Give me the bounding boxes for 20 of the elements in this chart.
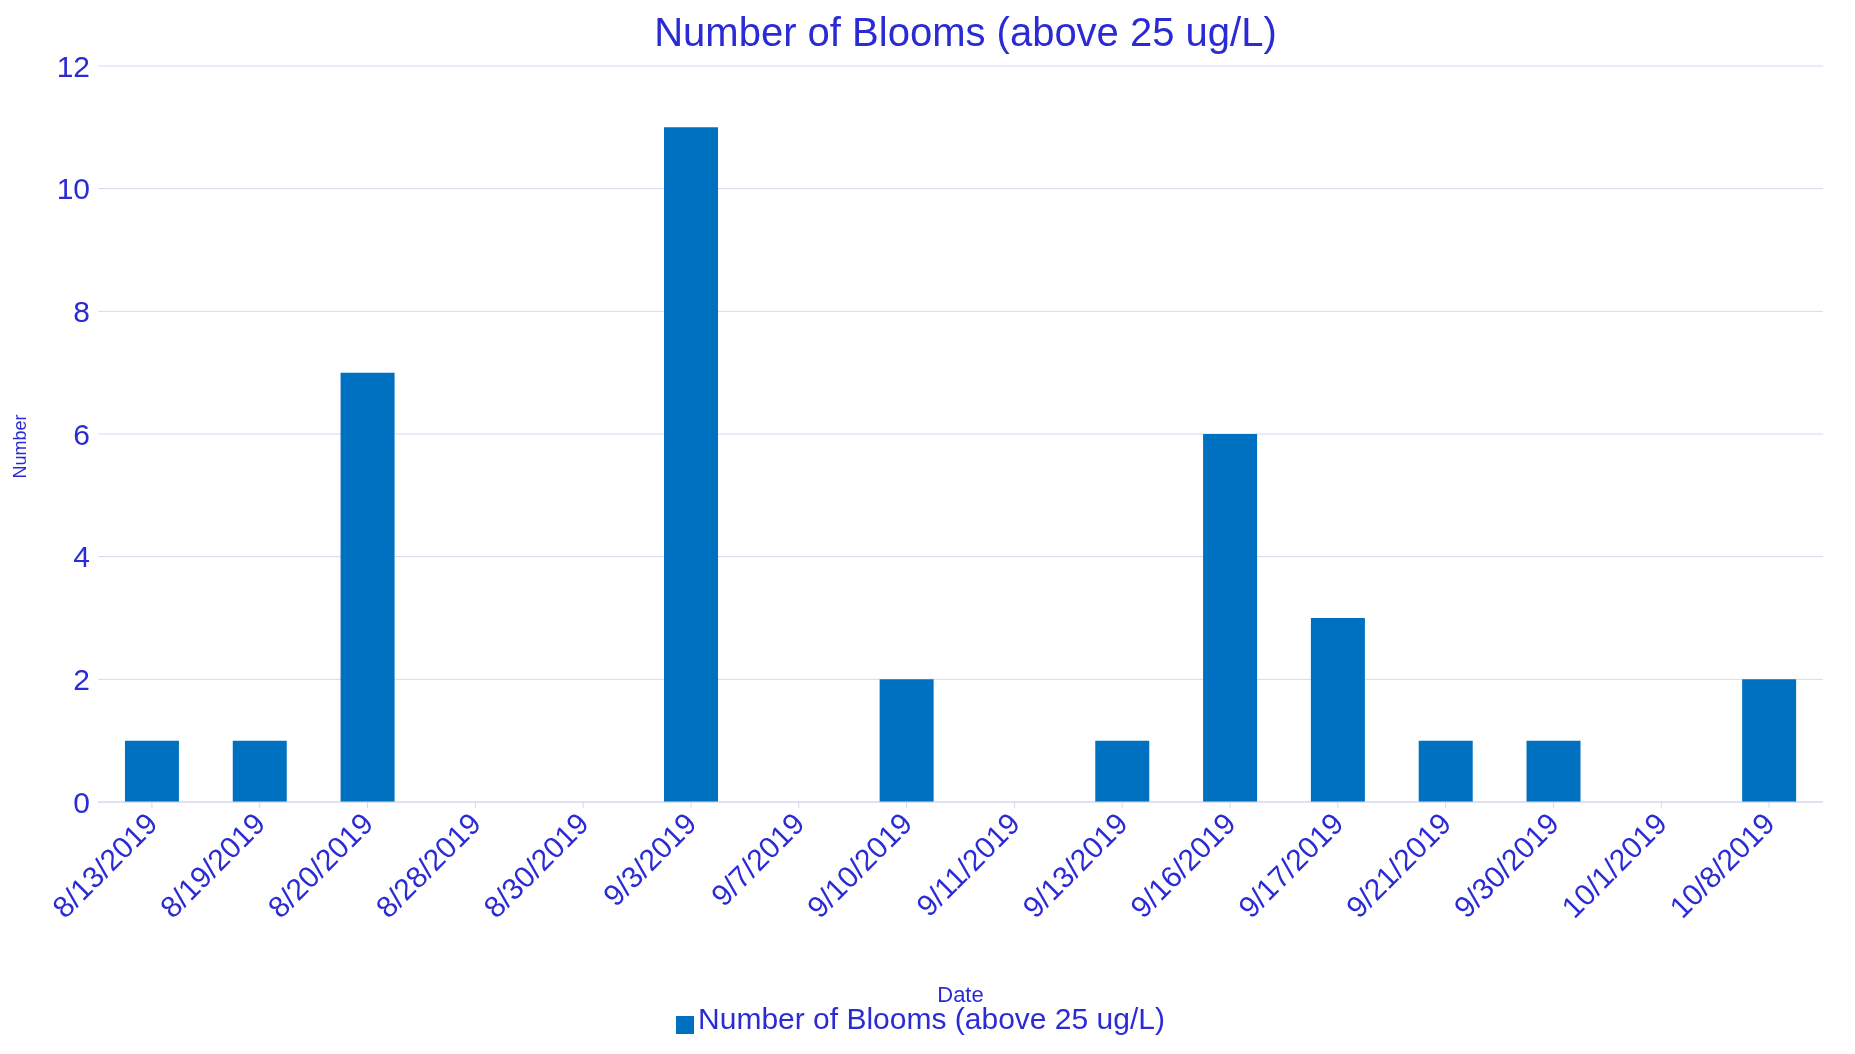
y-tick-label: 12 (56, 49, 90, 83)
bar (1418, 740, 1473, 802)
bar (664, 127, 719, 802)
bar (1095, 740, 1150, 802)
bar (879, 679, 934, 802)
bar (1526, 740, 1581, 802)
y-tick-label: 2 (73, 662, 90, 696)
bar (1203, 434, 1258, 802)
y-tick-label: 8 (73, 294, 90, 328)
chart-title: Number of Blooms (above 25 ug/L) (654, 10, 1277, 54)
bar (1742, 679, 1797, 802)
bar (340, 372, 395, 802)
bar (232, 740, 287, 802)
y-tick-label: 4 (73, 540, 90, 574)
bar (1310, 618, 1365, 802)
y-tick-label: 0 (73, 785, 90, 819)
y-tick-label: 6 (73, 417, 90, 451)
y-tick-label: 10 (56, 172, 90, 206)
bar (124, 740, 179, 802)
y-axis-title: Number (9, 413, 31, 479)
